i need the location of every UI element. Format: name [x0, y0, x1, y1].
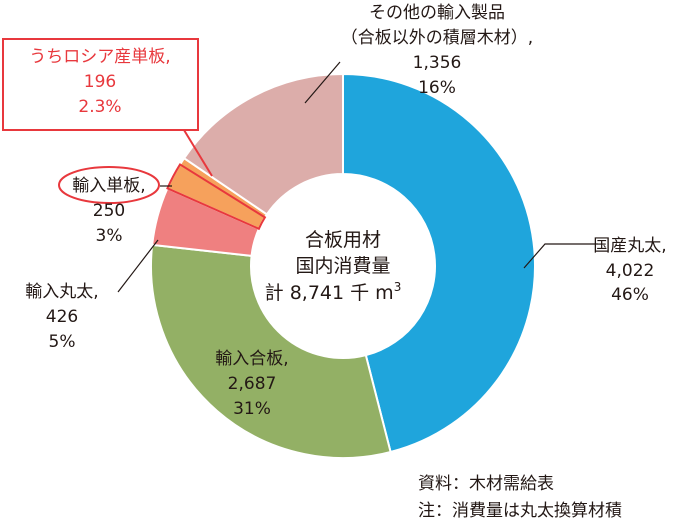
label-other-imports-line2: （合板以外の積層木材）, — [341, 28, 533, 48]
center-total: 計 8,741 千 m3 — [265, 280, 402, 304]
leader-domestic-logs — [523, 243, 598, 269]
russian-veneer-highlight — [166, 163, 267, 231]
slice-russian-veneer-outline — [166, 163, 267, 231]
center-title-line1: 合板用材 — [305, 229, 381, 251]
footnote: 注：消費量は丸太換算材積 — [418, 501, 622, 521]
value-imported-veneer: 250 — [93, 201, 125, 221]
label-other-imports-line1: その他の輸入製品 — [369, 3, 505, 23]
value-imported-plywood: 2,687 — [228, 374, 277, 394]
center-total-text: 計 8,741 千 m — [265, 282, 394, 304]
imported-veneer-label-ring — [58, 166, 160, 204]
slice-imported-plywood — [150, 243, 392, 459]
value-imported-logs: 426 — [46, 307, 78, 327]
leader-russian-veneer — [183, 129, 213, 177]
leader-imported-logs — [117, 239, 159, 293]
slice-domestic-logs — [342, 72, 536, 454]
russian-veneer-callout-box — [2, 38, 199, 131]
value-other-imports: 1,356 — [413, 53, 462, 73]
value-domestic-logs: 4,022 — [606, 261, 655, 281]
percent-imported-logs: 5% — [49, 332, 76, 352]
donut-slices — [150, 72, 536, 459]
slice-other-imports — [182, 72, 344, 216]
center-total-unit-sup: 3 — [394, 280, 402, 294]
label-imported-logs: 輸入丸太, — [25, 282, 98, 302]
center-title-line2: 国内消費量 — [295, 255, 390, 277]
leader-other-imports — [304, 61, 341, 104]
percent-other-imports: 16% — [418, 78, 456, 98]
label-imported-veneer: 輸入単板, — [72, 176, 145, 196]
percent-domestic-logs: 46% — [611, 285, 649, 305]
value-russian-veneer: 196 — [84, 72, 116, 92]
source-note: 資料：木材需給表 — [418, 474, 554, 494]
percent-imported-veneer: 3% — [96, 226, 123, 246]
label-imported-plywood: 輸入合板, — [215, 349, 288, 369]
label-domestic-logs: 国産丸太, — [593, 236, 666, 256]
label-russian-veneer: うちロシア産単板, — [29, 47, 170, 67]
percent-russian-veneer: 2.3% — [78, 97, 121, 117]
percent-imported-plywood: 31% — [233, 399, 271, 419]
